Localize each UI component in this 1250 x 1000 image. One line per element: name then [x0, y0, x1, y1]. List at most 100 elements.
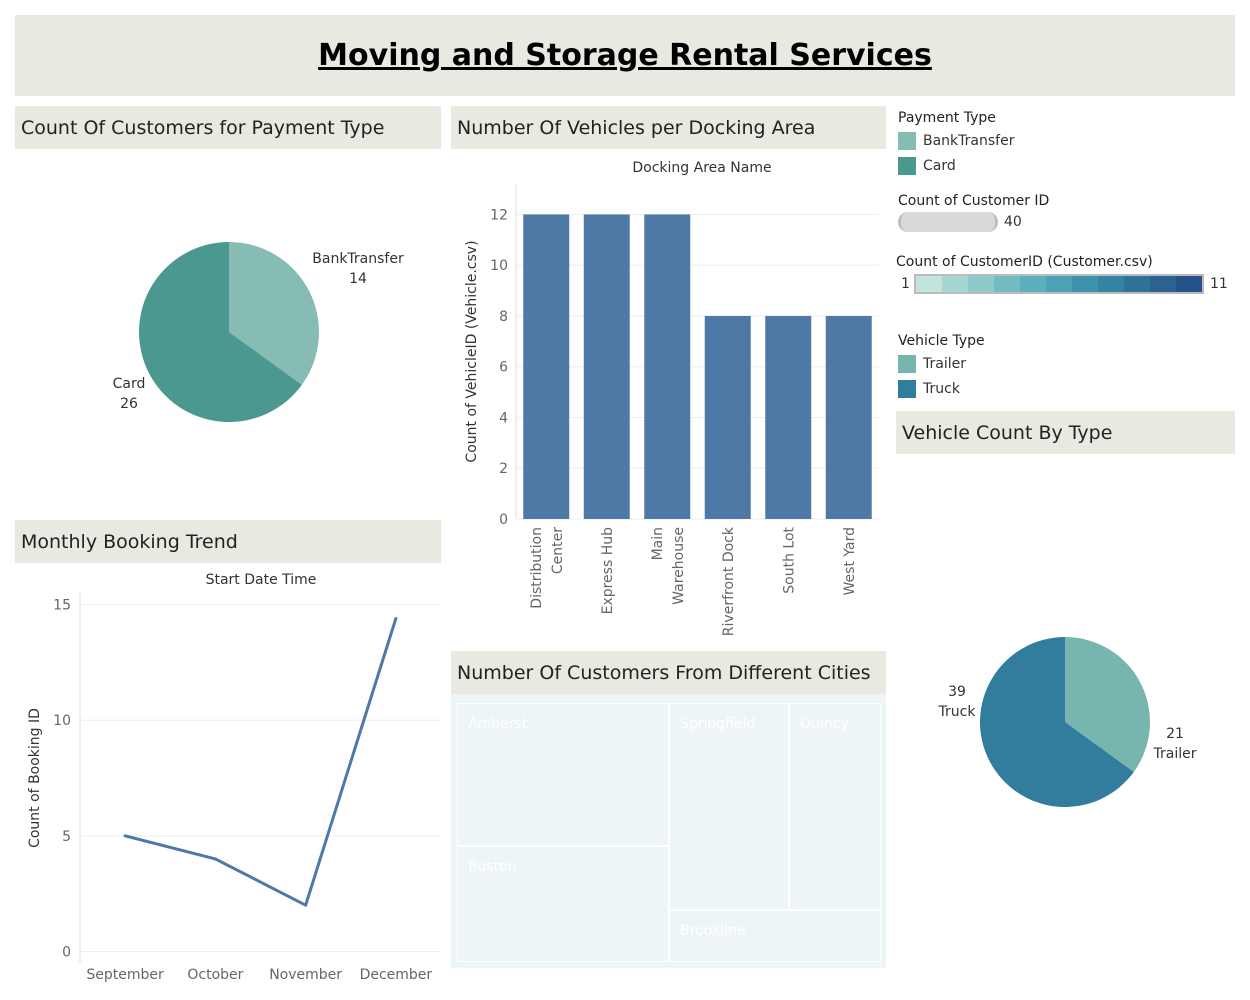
trend-panel-header: Monthly Booking Trend: [15, 520, 441, 563]
dashboard-title-banner: Moving and Storage Rental Services: [15, 15, 1235, 96]
bar-chart-title: Docking Area Name: [632, 160, 771, 176]
line-x-tick-december: December: [360, 967, 433, 983]
treemap-cell-quincy: Quincy: [789, 703, 881, 910]
treemap-cell-boston: Boston: [457, 846, 669, 962]
pie-label-truck: Truck: [938, 704, 977, 720]
treemap-label-quincy: Quincy: [800, 716, 849, 732]
legend-swatch-card: [898, 156, 916, 175]
line-x-tick-november: November: [269, 967, 342, 983]
cities-panel-title: Number Of Customers From Different Citie…: [457, 661, 871, 684]
payment-pie-chart: BankTransfer 14 Card 26: [113, 242, 404, 423]
bar-south-lot[interactable]: [765, 315, 812, 519]
pie-slice-trailer[interactable]: [1065, 637, 1150, 772]
bar-y-tick-2: 2: [499, 461, 508, 477]
pie-label-banktransfer: BankTransfer: [312, 251, 404, 267]
legend-label-trailer: Trailer: [923, 355, 966, 372]
size-legend-bar: [898, 212, 998, 232]
gradient-step-1: [916, 276, 942, 292]
bar-main-warehouse[interactable]: [644, 214, 691, 520]
line-point-december[interactable]: [394, 616, 398, 620]
payment-panel-title: Count Of Customers for Payment Type: [21, 116, 385, 139]
gradient-step-2: [942, 276, 968, 292]
bar-x-tick-west-yard: West Yard: [842, 527, 858, 595]
docking-panel-header: Number Of Vehicles per Docking Area: [451, 106, 886, 149]
bar-y-tick-8: 8: [499, 309, 508, 325]
gradient-legend-max: 11: [1210, 276, 1228, 292]
bar-y-tick-4: 4: [499, 410, 508, 426]
legend-label-banktransfer: BankTransfer: [923, 132, 1015, 149]
legend-label-card: Card: [923, 157, 956, 174]
vehicle-type-pie-chart: 21 Trailer 39 Truck: [938, 637, 1197, 807]
legend-swatch-truck: [898, 379, 916, 398]
gradient-step-4: [994, 276, 1020, 292]
booking-trend-line[interactable]: [124, 617, 398, 907]
line-y-tick-0: 0: [62, 944, 71, 960]
pie-value-banktransfer: 14: [349, 271, 367, 287]
gradient-step-8: [1098, 276, 1124, 292]
dashboard-title: Moving and Storage Rental Services: [318, 38, 932, 73]
line-point-october[interactable]: [213, 857, 217, 861]
docking-panel-title: Number Of Vehicles per Docking Area: [457, 116, 816, 139]
line-y-tick-5: 5: [62, 829, 71, 845]
bar-distribution-center[interactable]: [523, 214, 570, 520]
gradient-legend-bar: [914, 274, 1204, 294]
bar-y-tick-10: 10: [490, 258, 508, 274]
legend-item-trailer[interactable]: Trailer: [898, 351, 985, 376]
bar-x-tick-distribution-center: Distribution Center: [529, 527, 566, 609]
legend-item-banktransfer[interactable]: BankTransfer: [898, 128, 1014, 153]
line-x-tick-october: October: [187, 967, 243, 983]
cities-treemap: Amherst Boston Springfield Quincy Brookl…: [451, 694, 886, 968]
gradient-step-9: [1124, 276, 1150, 292]
vehicle-legend-title: Vehicle Type: [898, 333, 985, 349]
bar-x-tick-south-lot: South Lot: [781, 526, 797, 593]
vehicle-type-legend: Vehicle Type Trailer Truck: [898, 333, 985, 401]
bar-express-hub[interactable]: [583, 214, 630, 520]
pie-label-trailer: Trailer: [1153, 746, 1197, 762]
gradient-step-10: [1150, 276, 1176, 292]
booking-trend-line-chart: Start Date Time 0 5 10 15 Count of Booking ID…: [27, 572, 441, 983]
payment-type-legend: Payment Type BankTransfer Card: [898, 110, 1014, 178]
gradient-step-5: [1020, 276, 1046, 292]
treemap-cell-brookline: Brookline: [669, 910, 881, 962]
gradient-legend-min: 1: [901, 276, 910, 292]
line-y-tick-10: 10: [53, 713, 71, 729]
pie-slice-card[interactable]: [138, 242, 302, 423]
treemap-cell-springfield: Springfield: [669, 703, 789, 910]
size-legend: Count of Customer ID 40: [898, 193, 1049, 232]
vehicle-type-panel-title: Vehicle Count By Type: [902, 421, 1113, 444]
treemap-label-boston: Boston: [468, 859, 517, 875]
gradient-step-7: [1072, 276, 1098, 292]
gradient-step-3: [968, 276, 994, 292]
gradient-step-11: [1176, 276, 1202, 292]
pie-label-card: Card: [113, 376, 146, 392]
legend-item-truck[interactable]: Truck: [898, 376, 985, 401]
payment-legend-title: Payment Type: [898, 110, 996, 126]
cities-panel-header: Number Of Customers From Different Citie…: [451, 651, 886, 694]
bar-west-yard[interactable]: [825, 315, 872, 519]
bar-y-tick-6: 6: [499, 360, 508, 376]
treemap-cell-amherst: Amherst: [457, 703, 669, 846]
bar-x-tick-express-hub: Express Hub: [600, 527, 616, 615]
pie-slice-banktransfer[interactable]: [229, 242, 319, 385]
bar-riverfront-dock[interactable]: [704, 315, 751, 519]
treemap-label-amherst: Amherst: [468, 716, 528, 732]
bar-x-tick-riverfront-dock: Riverfront Dock: [721, 526, 737, 636]
size-legend-max: 40: [1004, 214, 1022, 230]
line-point-september[interactable]: [123, 834, 127, 838]
docking-bar-chart: Docking Area Name 0 2 4 6 8 10 12 Count of Vehic…: [464, 160, 879, 636]
customer-count-color-legend: Count of CustomerID (Customer.csv) 1 11: [896, 254, 1228, 294]
line-y-axis-label: Count of Booking ID: [27, 708, 43, 848]
line-y-tick-15: 15: [53, 598, 71, 614]
vehicle-type-panel-header: Vehicle Count By Type: [896, 411, 1235, 454]
bar-y-tick-12: 12: [490, 207, 508, 223]
size-legend-title: Count of Customer ID: [898, 193, 1050, 209]
pie-value-card: 26: [120, 396, 138, 412]
trend-panel-title: Monthly Booking Trend: [21, 530, 238, 553]
treemap-label-springfield: Springfield: [680, 716, 756, 732]
line-point-november[interactable]: [304, 903, 308, 907]
gradient-step-6: [1046, 276, 1072, 292]
legend-swatch-banktransfer: [898, 131, 916, 150]
legend-item-card[interactable]: Card: [898, 153, 1014, 178]
pie-slice-truck[interactable]: [980, 637, 1134, 807]
line-chart-title: Start Date Time: [206, 572, 317, 588]
